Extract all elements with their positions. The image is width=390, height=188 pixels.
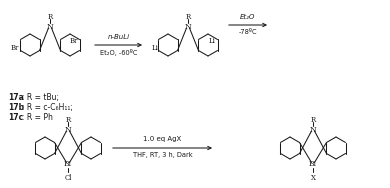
Text: -78ºC: -78ºC: [239, 29, 257, 35]
Text: N: N: [184, 23, 191, 31]
Text: THF, RT, 3 h, Dark: THF, RT, 3 h, Dark: [133, 152, 192, 158]
Text: Br: Br: [11, 43, 20, 52]
Text: n-BuLi: n-BuLi: [107, 34, 129, 40]
Text: Cl: Cl: [64, 174, 72, 182]
Text: R: R: [47, 13, 53, 21]
Text: Bi: Bi: [64, 160, 72, 168]
Text: 17c: 17c: [8, 113, 23, 122]
Text: N: N: [47, 23, 53, 31]
Text: N: N: [310, 126, 316, 134]
Text: Li: Li: [152, 43, 158, 52]
Text: N: N: [65, 126, 71, 134]
Text: R: R: [310, 116, 316, 124]
Text: 17a: 17a: [8, 93, 24, 102]
Text: R: R: [185, 13, 191, 21]
Text: : R = c-C₆H₁₁;: : R = c-C₆H₁₁;: [22, 103, 73, 112]
Text: : R = Ph: : R = Ph: [22, 113, 53, 122]
Text: X: X: [310, 174, 316, 182]
Text: 17b: 17b: [8, 103, 24, 112]
Text: 1.0 eq AgX: 1.0 eq AgX: [144, 136, 182, 142]
Text: R: R: [66, 116, 71, 124]
Text: Et₂O: Et₂O: [240, 14, 256, 20]
Text: Br: Br: [70, 37, 78, 45]
Text: Bi: Bi: [309, 160, 317, 168]
Text: Et₂O, -60ºC: Et₂O, -60ºC: [100, 49, 137, 57]
Text: Li: Li: [209, 37, 216, 45]
Text: : R = tBu;: : R = tBu;: [22, 93, 59, 102]
